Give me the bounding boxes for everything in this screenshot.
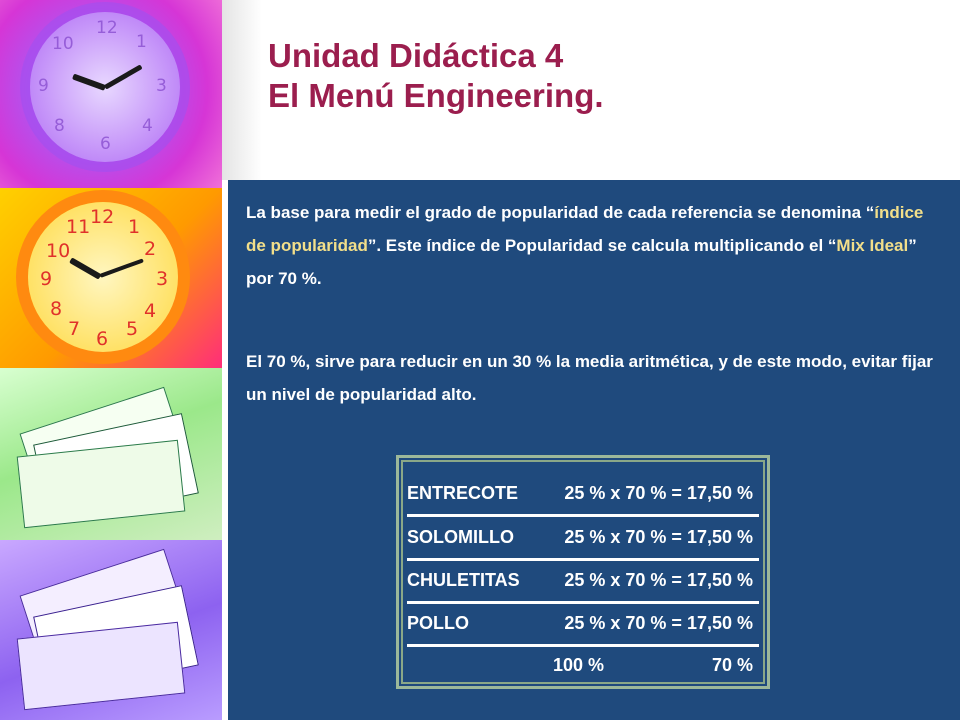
orange-clock-icon: 12 1 2 3 4 5 6 7 8 9 10 11 [28,202,178,352]
row-calculation: 25 % x 70 % = 17,50 % [564,483,753,503]
table-total-row: 100 % 70 % [407,644,759,686]
total-result: 70 % [711,655,753,675]
highlight-mix-ideal: Mix Ideal [836,236,909,255]
slide-title: Unidad Didáctica 4 El Menú Engineering. [268,36,604,116]
paragraph-seventy-percent: El 70 %, sirve para reducir en un 30 % l… [246,352,933,404]
row-name: SOLOMILLO [407,527,514,547]
title-line-1: Unidad Didáctica 4 [268,37,564,74]
decorative-image-strip: 12 1 3 4 6 8 9 10 12 1 2 3 4 5 6 7 8 9 1… [0,0,222,720]
purple-clock-tile: 12 1 3 4 6 8 9 10 [0,0,222,188]
table-row: POLLO 25 % x 70 % = 17,50 % [407,602,759,647]
purple-paper-stack-icon [0,540,222,720]
row-name: ENTRECOTE [407,483,519,503]
green-paper-stack-icon [0,368,222,540]
popularity-table: ENTRECOTE 25 % x 70 % = 17,50 % SOLOMILL… [396,455,770,689]
table-row: SOLOMILLO 25 % x 70 % = 17,50 % [407,516,759,561]
paragraph-popularity-index: La base para medir el grado de popularid… [246,203,924,288]
orange-clock-tile: 12 1 2 3 4 5 6 7 8 9 10 11 [0,188,222,368]
highlight-popularity-index: índice de popularidad [246,203,924,255]
strip-shadow [222,0,262,180]
row-name: CHULETITAS [407,570,520,590]
row-calculation: 25 % x 70 % = 17,50 % [564,613,753,633]
table-row: ENTRECOTE 25 % x 70 % = 17,50 % [407,472,759,517]
row-calculation: 25 % x 70 % = 17,50 % [564,570,753,590]
total-mix: 100 % [553,655,605,675]
purple-clock-icon: 12 1 3 4 6 8 9 10 [30,12,180,162]
row-name: POLLO [407,613,469,633]
content-panel [228,180,960,720]
table-row: CHULETITAS 25 % x 70 % = 17,50 % [407,559,759,604]
title-line-2: El Menú Engineering. [268,77,604,114]
row-calculation: 25 % x 70 % = 17,50 % [564,527,753,547]
